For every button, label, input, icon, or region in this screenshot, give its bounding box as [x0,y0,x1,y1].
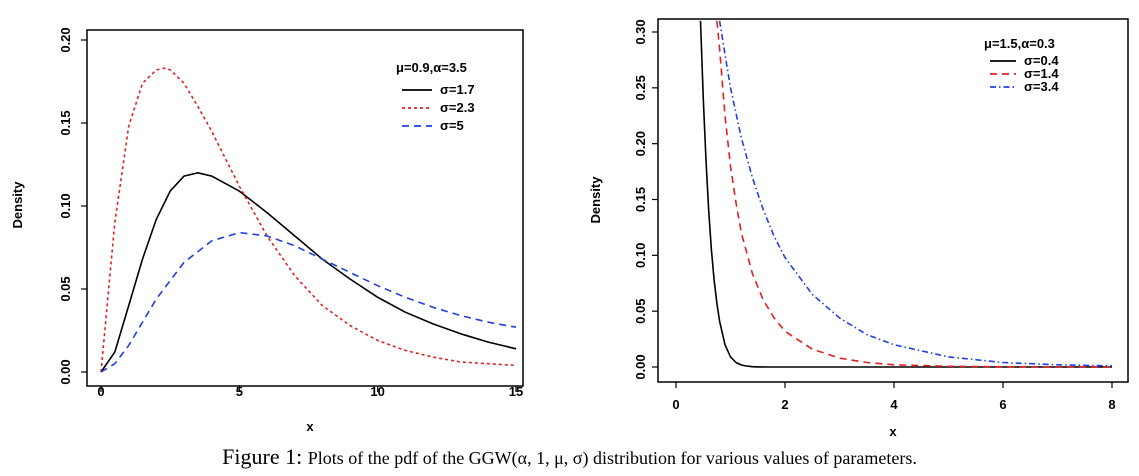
y-tick-label: 0.10 [58,193,73,218]
legend: μ=0.9,α=3.5 σ=1.7 σ=2.3 σ=5 [396,60,475,133]
series-group [100,67,517,373]
legend-label-1: σ=0.4 [1024,53,1059,68]
x-tick-label: 15 [509,384,523,399]
plot-frame [657,18,1129,383]
y-tick-label: 0.15 [58,110,73,135]
x-tick-label: 10 [370,384,384,399]
x-tick-label: 5 [236,384,243,399]
legend-label-1: σ=1.7 [440,82,475,97]
chart-1: 0 5 10 15 0.00 0.05 0.10 0.15 0.20 x Density μ=0.9,… [10,27,524,434]
x-tick-label: 8 [1108,397,1115,412]
legend-label-3: σ=3.4 [1024,79,1059,94]
caption-prefix: Figure 1: [222,444,303,469]
legend-label-2: σ=1.4 [1024,66,1059,81]
y-tick-label: 0.15 [633,187,648,212]
figure: 0 5 10 15 0.00 0.05 0.10 0.15 0.20 x Density μ=0.9,… [10,18,1129,439]
figure-caption: Figure 1: Plots of the pdf of the GGW(α,… [0,444,1139,470]
series-line-1 [100,172,517,373]
y-axis-title: Density [588,176,603,224]
legend-label-2: σ=2.3 [440,100,475,115]
x-tick-label: 4 [890,397,898,412]
series-line-2 [100,67,517,373]
y-tick-label: 0.25 [633,75,648,100]
series-group [699,20,1113,368]
x-tick-label: 0 [97,384,104,399]
plot-frame [86,29,524,387]
y-tick-label: 0.20 [58,27,73,52]
caption-text: Plots of the pdf of the GGW(α, 1, μ, σ) … [307,448,917,468]
y-tick-label: 0.00 [633,354,648,379]
legend: μ=1.5,α=0.3 σ=0.4σ=1.4σ=3.4 [984,36,1059,94]
legend-label-3: σ=5 [440,118,464,133]
x-axis-title: x [306,419,314,434]
y-tick-label: 0.05 [58,276,73,301]
x-tick-label: 2 [781,397,788,412]
y-tick-label: 0.30 [633,19,648,44]
y-axis-title: Density [10,181,25,229]
y-tick-label: 0.20 [633,131,648,156]
x-tick-label: 0 [672,397,679,412]
x-tick-label: 6 [999,397,1006,412]
chart-2: 0 2 4 6 8 0.00 0.05 0.10 0.15 0.20 0.25 0.30 x Densit… [588,18,1129,439]
series-line-3 [718,20,1113,367]
legend-title: μ=1.5,α=0.3 [984,36,1055,51]
legend-title: μ=0.9,α=3.5 [396,60,467,75]
series-line-1 [699,20,1112,368]
y-tick-label: 0.05 [633,299,648,324]
y-tick-label: 0.00 [58,359,73,384]
series-line-3 [100,231,517,373]
series-line-2 [716,20,1113,368]
x-axis-title: x [889,424,897,439]
y-tick-label: 0.10 [633,243,648,268]
